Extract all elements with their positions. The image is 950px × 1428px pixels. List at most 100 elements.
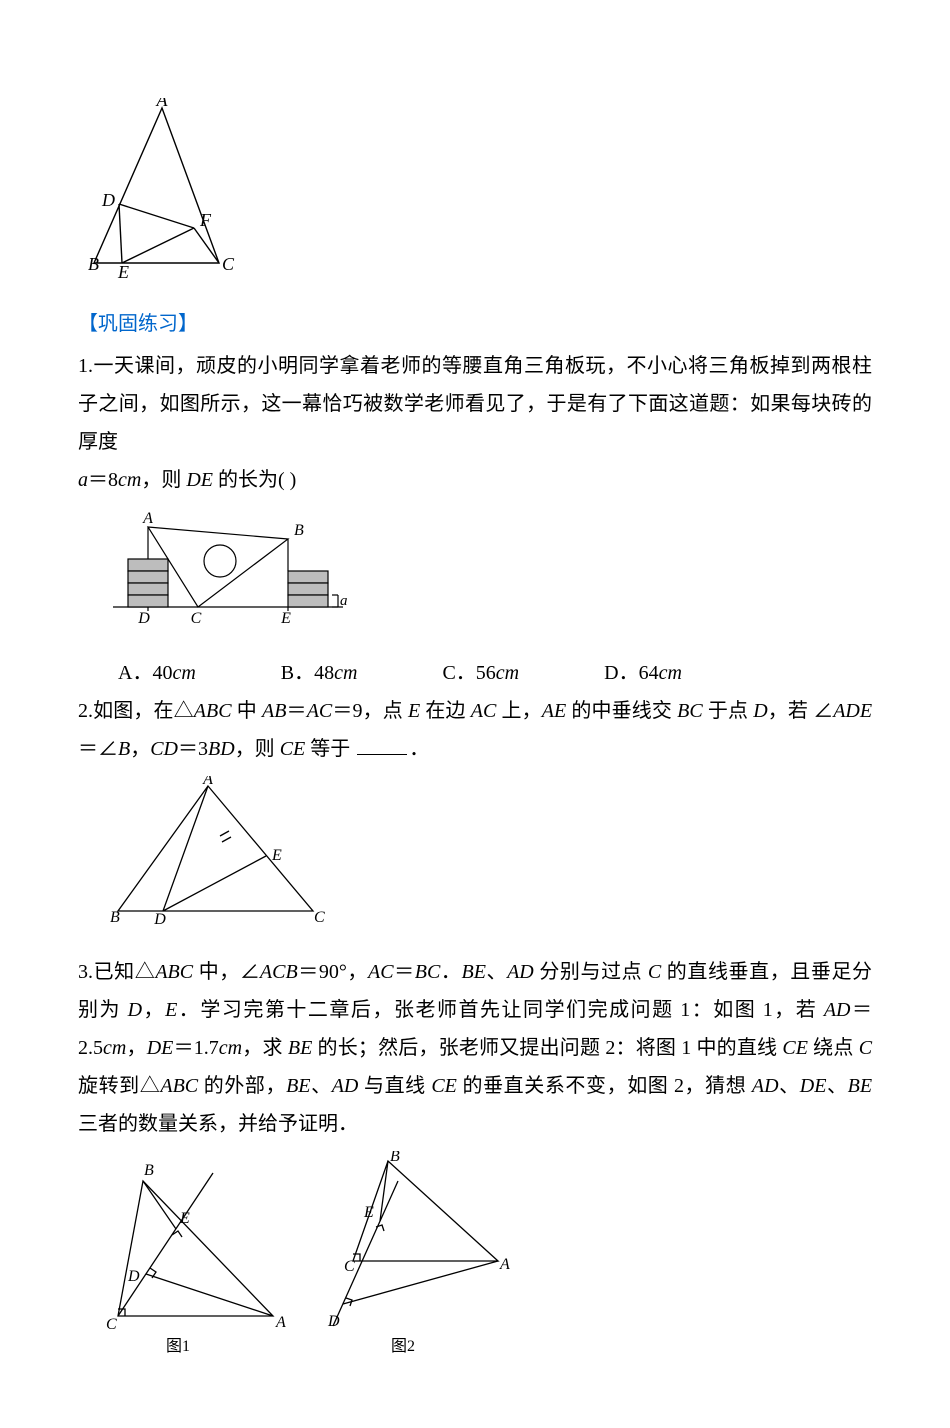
q3-s14: 的外部， [198, 1075, 286, 1097]
svg-text:F: F [199, 210, 212, 230]
q3-e2s: E [165, 999, 177, 1021]
q2-ac: AC [307, 700, 333, 722]
q2-bd: BD [208, 738, 235, 760]
q3-s16: 与直线 [358, 1075, 431, 1097]
q1-d-label: D．64 [604, 662, 658, 684]
q3-s12: 绕点 [808, 1037, 859, 1059]
q2-text: 2.如图，在△ABC 中 AB＝AC＝9，点 E 在边 AC 上，AE 的中垂线… [78, 692, 872, 768]
q3-be: BE [461, 961, 485, 983]
q3-s11: 的长；然后，张老师又提出问题 2：将图 1 中的直线 [312, 1037, 782, 1059]
q2-e2: ＝9，点 [332, 700, 408, 722]
q3-ce2: CE [782, 1037, 808, 1059]
q2-ce: CE [280, 738, 306, 760]
q3-s4: ． [440, 961, 461, 983]
svg-text:A: A [499, 1256, 510, 1273]
q3-text: 3.已知△ABC 中，∠ACB＝90°，AC＝BC．BE、AD 分别与过点 C … [78, 953, 872, 1143]
svg-text:图1: 图1 [166, 1338, 190, 1355]
svg-text:C: C [191, 610, 202, 627]
q1-a-unit: cm [172, 662, 195, 684]
q3-bc: BC [415, 961, 441, 983]
svg-text:E: E [179, 1210, 190, 1227]
q3-s9: ， [126, 1037, 146, 1059]
svg-text:E: E [117, 262, 129, 278]
q3-s3: ＝90°， [298, 961, 368, 983]
q3-s7b: ， [142, 999, 165, 1021]
q1-b-label: B．48 [281, 662, 334, 684]
svg-text:B: B [390, 1151, 400, 1165]
q2-E: E [408, 700, 420, 722]
q1-de: DE [186, 469, 213, 491]
q1-eq: ＝8 [88, 469, 118, 491]
q3-e1: ＝ [394, 961, 415, 983]
svg-text:C: C [222, 254, 235, 274]
q1-option-c: C．56cm [442, 654, 519, 692]
q2-d: D [753, 700, 767, 722]
svg-text:E: E [363, 1204, 374, 1221]
q3-s2: 中，∠ [193, 961, 260, 983]
q3-cm2: cm [219, 1037, 242, 1059]
q1-a: a [78, 469, 88, 491]
svg-text:D: D [127, 1268, 140, 1285]
q2-s1: 2.如图，在△ [78, 700, 194, 722]
q2-bc: BC [677, 700, 703, 722]
q1-option-d: D．64cm [604, 654, 682, 692]
q3-s6: 分别与过点 [534, 961, 648, 983]
q2-blank [357, 734, 407, 755]
svg-text:E: E [271, 847, 282, 864]
figure-0-svg: A B C D E F [84, 98, 244, 278]
q2-abc: ABC [194, 700, 232, 722]
svg-text:A: A [142, 510, 153, 527]
svg-text:C: C [106, 1316, 117, 1333]
q2-s10: ，则 [235, 738, 280, 760]
q3-s13: 旋转到△ [78, 1075, 160, 1097]
q3-s15: 、 [311, 1075, 332, 1097]
document-page: A B C D E F 【巩固练习】 1.一天课间，顽皮的小明同学拿着老师的等腰… [0, 0, 950, 1428]
q2-ac2: AC [471, 700, 497, 722]
svg-text:D: D [137, 610, 150, 627]
svg-text:a: a [340, 593, 348, 609]
figure-1: A B C D E a [108, 507, 872, 640]
q3-d2: D [128, 999, 142, 1021]
q1-mid: ，则 [141, 469, 186, 491]
svg-text:D: D [101, 190, 115, 210]
q1-b-unit: cm [334, 662, 357, 684]
q2-b: B [118, 738, 130, 760]
q2-s8: ＝∠ [78, 738, 118, 760]
q3-s18: 、 [779, 1075, 800, 1097]
figure-3: B E D C A 图1 B E C [98, 1151, 872, 1374]
q3-ce3: CE [431, 1075, 457, 1097]
svg-text:A: A [156, 98, 169, 110]
svg-text:A: A [202, 776, 213, 788]
q1-options: A．40cm B．48cm C．56cm D．64cm [118, 654, 872, 692]
svg-text:C: C [314, 909, 325, 926]
q1-option-b: B．48cm [281, 654, 358, 692]
q3-s20: 三者的数量关系，并给予证明． [78, 1113, 358, 1135]
figure-2: A B C D E [108, 776, 872, 939]
q1-c-label: C．56 [442, 662, 495, 684]
svg-text:D: D [327, 1313, 340, 1330]
q2-s4: 上， [496, 700, 541, 722]
q3-e3: ＝1.7 [173, 1037, 218, 1059]
figure-2-svg: A B C D E [108, 776, 328, 926]
svg-text:B: B [110, 909, 120, 926]
q3-s17: 的垂直关系不变，如图 2，猜想 [457, 1075, 752, 1097]
q3-ad3: AD [332, 1075, 359, 1097]
q3-ad2: AD [824, 999, 851, 1021]
q3-s10: ，求 [242, 1037, 288, 1059]
q2-s5: 的中垂线交 [566, 700, 677, 722]
svg-text:B: B [88, 254, 99, 274]
q3-ad4: AD [752, 1075, 779, 1097]
svg-text:图2: 图2 [391, 1338, 415, 1355]
svg-text:D: D [153, 911, 166, 926]
svg-text:A: A [275, 1314, 286, 1331]
q2-cd: CD [150, 738, 178, 760]
section-heading: 【巩固练习】 [78, 305, 872, 343]
q3-abc: ABC [155, 961, 193, 983]
q1-c-unit: cm [496, 662, 519, 684]
figure-3-svg: B E D C A 图1 B E C [98, 1151, 518, 1361]
q3-be3: BE [286, 1075, 310, 1097]
q3-s5: 、 [486, 961, 507, 983]
q3-be2: BE [288, 1037, 312, 1059]
q1-a-label: A．40 [118, 662, 172, 684]
q3-cm1: cm [103, 1037, 126, 1059]
